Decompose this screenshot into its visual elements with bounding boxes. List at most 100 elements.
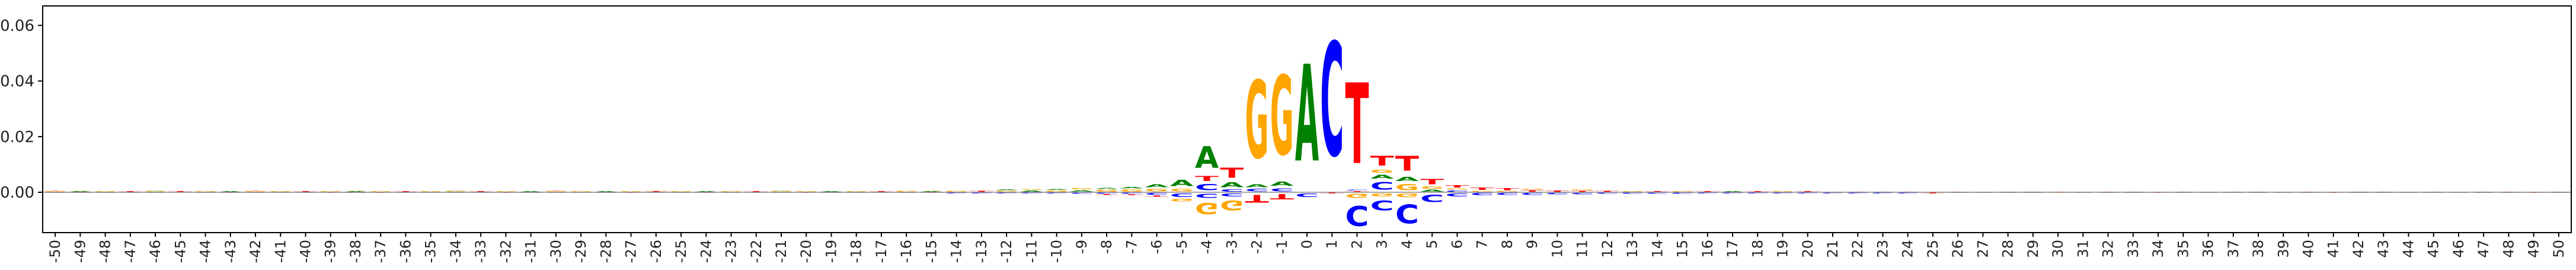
logo-letter-C: C [1370,197,1394,212]
x-tick-label: -35 [423,240,439,263]
x-tick-label: 36 [2200,240,2217,258]
x-tick-label: -22 [748,240,765,263]
logo-letter-C: C [970,192,993,193]
logo-letter-G: G [1671,191,1695,192]
logo-letter-G: G [193,191,217,192]
x-tick-label: 48 [2500,240,2517,258]
x-tick-label: 39 [2275,240,2291,258]
logo-letter-C: C [1045,192,1069,193]
x-tick-label: 34 [2150,240,2166,258]
x-tick-label: -37 [372,240,389,263]
logo-letter-C: C [1796,192,1820,193]
x-tick-label: 30 [2050,240,2066,258]
x-tick-label: 43 [2375,240,2392,258]
x-tick-label: -47 [122,240,139,263]
logo-letter-G: G [1571,189,1594,190]
y-tick-label: 0.02 [0,128,34,146]
x-tick-label: 1 [1324,240,1340,249]
logo-letter-C: C [1145,192,1169,195]
logo-letter-G: G [769,191,793,192]
logo-letter-A: A [1245,183,1269,188]
logo-letter-G: G [1370,169,1394,174]
logo-letter-T: T [1420,177,1444,186]
logo-letter-C: C [1721,192,1744,193]
logo-letter-A: A [1045,189,1069,190]
x-tick-label: -18 [848,240,865,263]
logo-letter-C: C [1821,192,1845,193]
logo-letter-A: A [219,191,243,192]
x-tick-label: -4 [1198,240,1215,254]
logo-letter-A: A [1019,190,1044,192]
logo-letter-G: G [619,191,643,192]
logo-letter-T: T [168,191,193,192]
x-tick-label: -9 [1073,240,1090,254]
logo-letter-G: G [143,191,167,192]
x-tick-label: 12 [1599,240,1616,258]
logo-letter-G: G [1095,189,1118,192]
logo-letter-G: G [269,191,292,192]
logo-letter-C: C [1671,192,1695,194]
logo-letter-C: C [1746,192,1769,193]
logo-letter-T: T [119,191,143,192]
x-tick-label: 8 [1499,240,1516,249]
logo-letter-G: G [344,190,367,191]
x-tick-label: -44 [197,240,214,263]
logo-letter-T: T [1796,191,1820,192]
logo-letter-A: A [694,191,718,192]
logo-letter-C: C [1571,192,1594,195]
logo-letter-G: G [719,191,743,192]
x-tick-label: -10 [1049,240,1065,263]
logo-letter-A: A [344,191,368,192]
logo-letter-A: A [1195,141,1219,175]
logo-letter-G: G [94,191,117,192]
logo-letter-C: C [1395,198,1419,228]
x-tick-label: 24 [1900,240,1916,258]
logo-letter-A: A [1295,38,1319,192]
x-tick-label: -6 [1149,240,1165,254]
x-tick-label: -7 [1123,240,1140,254]
logo-letter-C: C [1445,192,1469,197]
x-tick-label: -29 [573,240,589,263]
x-tick-label: 27 [1974,240,1991,258]
x-tick-label: 18 [1749,240,1766,258]
logo-letter-T: T [544,190,568,191]
x-tick-label: 14 [1649,240,1666,258]
x-tick-label: 49 [2526,240,2542,258]
letters-layer: GTCAGTGCTAGACTGGCATGTCGATCGTAGCGTTCGAGAC… [43,10,2571,231]
x-tick-label: -11 [1023,240,1040,263]
x-tick-label: 42 [2350,240,2367,258]
logo-letter-G: G [1045,190,1069,192]
x-tick-label: -40 [297,240,314,263]
x-tick-label: -24 [698,240,714,263]
x-tick-label: -27 [623,240,640,263]
logo-letter-C: C [1195,192,1219,199]
logo-letter-A: A [995,189,1019,190]
logo-letter-A: A [1270,180,1294,188]
logo-letter-C: C [1019,192,1043,193]
logo-letter-C: C [1095,192,1118,194]
logo-letter-C: C [1220,189,1244,193]
logo-letter-G: G [569,191,593,192]
y-axis: 0.00 0.02 0.04 0.06 [0,17,43,202]
x-tick-label: -49 [72,240,88,263]
x-tick-label: -25 [673,240,689,263]
logo-letter-G: G [644,190,668,191]
logo-letter-G: G [444,191,468,192]
logo-letter-T: T [469,191,493,192]
logo-letter-A: A [68,191,92,192]
logo-letter-G: G [1621,191,1644,192]
logo-letter-T: T [1395,153,1419,176]
logo-letter-G: G [43,191,67,192]
logo-letter-A: A [1420,189,1444,192]
logo-letter-C: C [1770,192,1794,193]
x-tick-label: -30 [548,240,564,263]
logo-letter-C: C [1896,192,1920,193]
logo-letter-T: T [1545,190,1570,192]
x-tick-label: 26 [1949,240,1966,258]
logo-letter-T: T [1921,192,1945,193]
logo-letter-G: G [1070,188,1094,190]
logo-letter-G: G [845,191,868,192]
logo-letter-G: G [369,191,392,192]
logo-letter-A: A [594,191,618,192]
